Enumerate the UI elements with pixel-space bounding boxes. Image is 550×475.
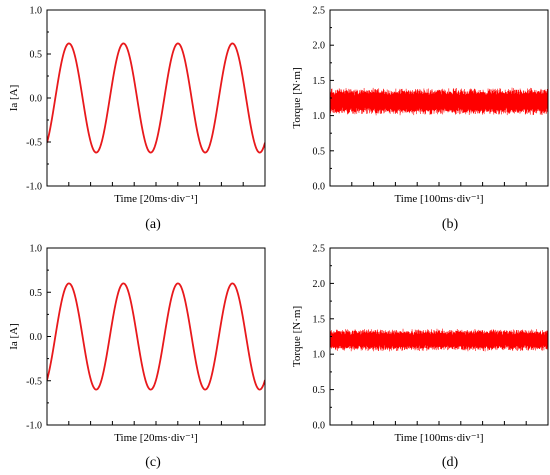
x-axis-label-a: Time [20ms·div⁻¹] bbox=[114, 193, 198, 205]
y-axis-label-b: Torque [N·m] bbox=[291, 67, 303, 128]
y-axis-label-a: Ia [A] bbox=[8, 85, 20, 112]
chart-panel-d: 0.0 0.5 1.0 1.5 2.0 2.5 Time [100ms·div⁻¹] Torq… bbox=[291, 244, 549, 444]
y-tick-label-d: 0.5 bbox=[313, 385, 326, 396]
panel-label-b: (b) bbox=[441, 217, 459, 232]
y-tick-label-c: -0.5 bbox=[26, 376, 42, 387]
y-tick-label-a: 0.5 bbox=[30, 50, 43, 61]
y-tick-label-b: 0.0 bbox=[313, 182, 326, 193]
panel-label-c: (c) bbox=[145, 455, 161, 470]
y-tick-label-a: -0.5 bbox=[26, 138, 42, 149]
y-tick-label-b: 2.5 bbox=[313, 6, 326, 17]
y-tick-label-b: 0.5 bbox=[313, 146, 326, 157]
chart-panel-b: 0.0 0.5 1.0 1.5 2.0 2.5 Time [100ms·div⁻¹] Torq… bbox=[291, 6, 549, 205]
y-tick-label-b: 1.5 bbox=[313, 76, 326, 87]
series-line-c bbox=[47, 282, 265, 391]
panel-label-a: (a) bbox=[145, 217, 161, 232]
y-tick-label-c: 0.5 bbox=[30, 288, 43, 299]
y-tick-label-c: 1.0 bbox=[30, 244, 43, 255]
panel-label-d: (d) bbox=[441, 455, 459, 470]
y-tick-label-a: 1.0 bbox=[30, 6, 43, 17]
chart-panel-a: -1.0 -0.5 0.0 0.5 1.0 Time [20ms·div⁻¹] Ia [A] bbox=[8, 6, 266, 205]
y-tick-label-a: 0.0 bbox=[30, 94, 43, 105]
y-tick-label-c: -1.0 bbox=[26, 421, 42, 432]
plot-frame-c bbox=[46, 247, 266, 426]
x-axis-label-d: Time [100ms·div⁻¹] bbox=[394, 432, 483, 444]
plot-frame-a bbox=[46, 9, 266, 187]
y-tick-label-a: -1.0 bbox=[26, 182, 42, 193]
y-tick-label-b: 1.0 bbox=[313, 111, 326, 122]
y-axis-label-c: Ia [A] bbox=[8, 323, 20, 350]
y-axis-label-d: Torque [N·m] bbox=[291, 306, 303, 367]
y-tick-label-d: 1.5 bbox=[313, 314, 326, 325]
y-tick-label-b: 2.0 bbox=[313, 41, 326, 52]
x-axis-label-c: Time [20ms·div⁻¹] bbox=[114, 432, 198, 444]
y-tick-label-d: 2.5 bbox=[313, 244, 326, 255]
y-tick-label-d: 1.0 bbox=[313, 350, 326, 361]
chart-panel-c: -1.0 -0.5 0.0 0.5 1.0 Time [20ms·div⁻¹] Ia [A] bbox=[8, 244, 266, 444]
x-axis-label-b: Time [100ms·div⁻¹] bbox=[394, 193, 483, 205]
series-ripple-d bbox=[330, 328, 548, 352]
series-ripple-b bbox=[330, 87, 548, 116]
y-tick-label-c: 0.0 bbox=[30, 332, 43, 343]
series-line-a bbox=[47, 42, 265, 154]
y-tick-label-d: 0.0 bbox=[313, 421, 326, 432]
y-tick-label-d: 2.0 bbox=[313, 279, 326, 290]
